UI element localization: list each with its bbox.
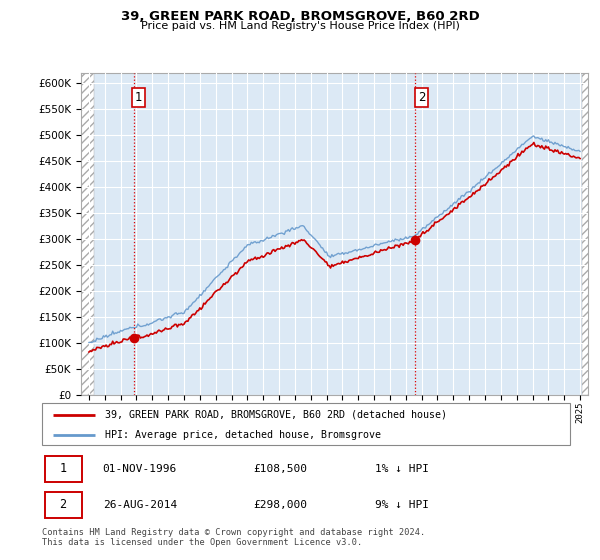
- Text: 1: 1: [135, 91, 142, 104]
- Bar: [81, 73, 94, 395]
- Text: 1% ↓ HPI: 1% ↓ HPI: [374, 464, 428, 474]
- Text: £298,000: £298,000: [253, 500, 307, 510]
- Text: 9% ↓ HPI: 9% ↓ HPI: [374, 500, 428, 510]
- Text: 26-AUG-2014: 26-AUG-2014: [103, 500, 177, 510]
- Text: 2: 2: [59, 498, 67, 511]
- Text: 1: 1: [59, 462, 67, 475]
- Text: 39, GREEN PARK ROAD, BROMSGROVE, B60 2RD: 39, GREEN PARK ROAD, BROMSGROVE, B60 2RD: [121, 10, 479, 23]
- Text: £108,500: £108,500: [253, 464, 307, 474]
- Text: Contains HM Land Registry data © Crown copyright and database right 2024.
This d: Contains HM Land Registry data © Crown c…: [42, 528, 425, 547]
- Text: Price paid vs. HM Land Registry's House Price Index (HPI): Price paid vs. HM Land Registry's House …: [140, 21, 460, 31]
- Text: 01-NOV-1996: 01-NOV-1996: [103, 464, 177, 474]
- FancyBboxPatch shape: [44, 455, 82, 482]
- Text: 2: 2: [418, 91, 425, 104]
- Text: HPI: Average price, detached house, Bromsgrove: HPI: Average price, detached house, Brom…: [106, 430, 382, 440]
- Bar: [583, 73, 590, 395]
- FancyBboxPatch shape: [42, 403, 570, 445]
- Text: 39, GREEN PARK ROAD, BROMSGROVE, B60 2RD (detached house): 39, GREEN PARK ROAD, BROMSGROVE, B60 2RD…: [106, 410, 448, 420]
- FancyBboxPatch shape: [44, 492, 82, 518]
